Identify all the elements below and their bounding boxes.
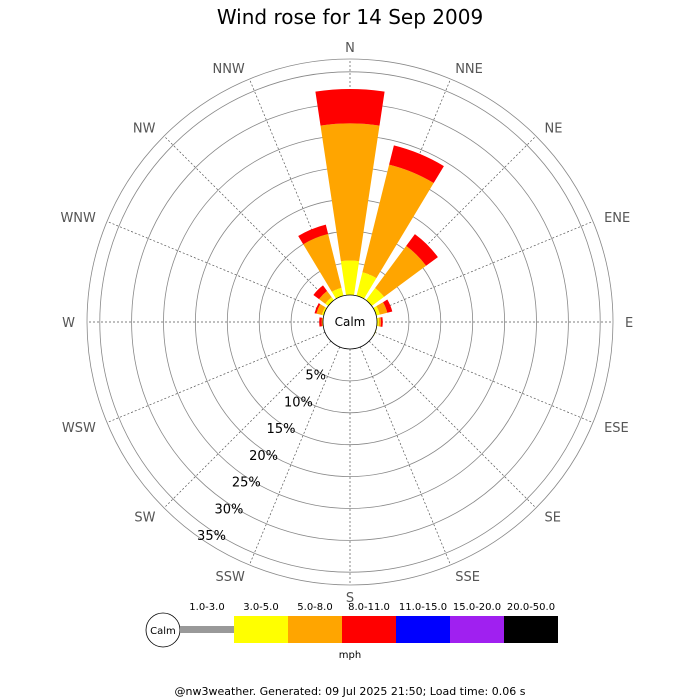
bar-ene-3.0-5.0 (373, 306, 380, 316)
bar-n-8.0-11.0 (315, 89, 385, 126)
direction-label-n: N (345, 41, 355, 56)
bar-n-3.0-5.0 (340, 260, 360, 296)
legend-label-11.0-15.0: 11.0-15.0 (399, 602, 447, 613)
legend-label-15.0-20.0: 15.0-20.0 (453, 602, 501, 613)
speed-legend: Calm 1.0-3.0 3.0-5.0 5.0-8.0 8.0-11.0 11.0-15… (145, 602, 558, 661)
bar-ne-8.0-11.0 (406, 234, 438, 266)
direction-label-nne: NNE (455, 62, 483, 77)
bar-ene-8.0-11.0 (383, 299, 393, 313)
legend-label-1.0-3.0: 1.0-3.0 (189, 602, 224, 613)
spoke-wnw (106, 221, 326, 313)
spoke-nne (359, 78, 451, 298)
ring-label-25: 25% (232, 476, 261, 491)
legend-label-5.0-8.0: 5.0-8.0 (297, 602, 332, 613)
spoke-nnw (249, 78, 341, 298)
direction-labels: N NNE NE ENE E ESE SE SSE S SSW SW WSW W WNW NW NNW (60, 41, 633, 606)
direction-label-ssw: SSW (215, 570, 245, 585)
direction-label-ne: NE (545, 122, 563, 137)
direction-label-sw: SW (134, 511, 155, 526)
direction-label-e: E (625, 316, 633, 331)
legend-swatch-8.0-11.0 (342, 616, 396, 643)
bar-ne-3.0-5.0 (366, 288, 384, 306)
bar-nne-5.0-8.0 (362, 164, 434, 279)
direction-label-wnw: WNW (60, 211, 96, 226)
legend-swatch-15.0-20.0 (450, 616, 504, 643)
calm-circle-shape (322, 294, 378, 350)
direction-label-w: W (62, 316, 75, 331)
bar-ene-5.0-8.0 (376, 302, 388, 315)
legend-label-20.0-50.0: 20.0-50.0 (507, 602, 555, 613)
footer-text: @nw3weather. Generated: 09 Jul 2025 21:5… (175, 685, 526, 698)
spoke-se (368, 340, 537, 509)
bar-wnw-3.0-5.0 (321, 307, 327, 316)
wind-bars (298, 89, 444, 337)
legend-label-8.0-11.0: 8.0-11.0 (348, 602, 390, 613)
bar-nnw-3.0-5.0 (331, 287, 344, 299)
spoke-ssw (249, 346, 341, 566)
ring-labels: 5% 10% 15% 20% 25% 30% 35% (197, 369, 326, 545)
bar-e-5.0-8.0 (378, 317, 381, 327)
legend-label-3.0-5.0: 3.0-5.0 (243, 602, 278, 613)
bar-wnw-5.0-8.0 (316, 304, 326, 315)
legend-unit: mph (339, 650, 361, 661)
ring-label-35: 35% (197, 529, 226, 544)
chart-title: Wind rose for 14 Sep 2009 (217, 5, 483, 29)
outer-ring (86, 58, 614, 586)
ring-label-15: 15% (267, 422, 296, 437)
spoke-nw (163, 135, 332, 304)
bar-nw-3.0-5.0 (325, 297, 334, 306)
direction-label-wsw: WSW (62, 421, 96, 436)
spoke-sse (359, 346, 451, 566)
spoke-sw (163, 340, 332, 509)
bar-nw-5.0-8.0 (319, 291, 332, 304)
ring-label-30: 30% (214, 503, 243, 518)
bar-ne-5.0-8.0 (375, 245, 427, 297)
bar-w-8.0-11.0 (319, 317, 322, 327)
ring-label-10: 10% (284, 396, 313, 411)
bar-nne-8.0-11.0 (389, 145, 444, 183)
legend-swatch-3.0-5.0 (234, 616, 288, 643)
bar-n-5.0-8.0 (320, 123, 380, 262)
spoke-ene (374, 221, 594, 313)
direction-label-nnw: NNW (212, 62, 244, 77)
direction-label-nw: NW (133, 122, 156, 137)
calm-circle: Calm (322, 294, 378, 350)
legend-swatch-20.0-50.0 (504, 616, 558, 643)
legend-swatch-1.0-3.0 (180, 626, 234, 633)
direction-label-ese: ESE (604, 421, 629, 436)
bar-e-8.0-11.0 (380, 317, 383, 327)
ring-label-20: 20% (249, 449, 278, 464)
spoke-wsw (106, 331, 326, 423)
direction-label-s: S (346, 591, 354, 606)
legend-swatch-5.0-8.0 (288, 616, 342, 643)
direction-label-se: SE (545, 511, 561, 526)
bar-nnw-5.0-8.0 (303, 233, 342, 292)
ring-label-5: 5% (305, 369, 326, 384)
grid-ring (99, 71, 601, 573)
bar-nnw-8.0-11.0 (298, 224, 329, 245)
direction-label-ene: ENE (604, 211, 630, 226)
direction-label-sse: SSE (455, 570, 480, 585)
bar-nw-8.0-11.0 (313, 285, 328, 300)
spoke-ese (374, 331, 594, 423)
legend-calm-label: Calm (150, 626, 176, 637)
spoke-ne (368, 135, 537, 304)
bar-wnw-8.0-11.0 (314, 303, 321, 314)
calm-label: Calm (335, 315, 366, 329)
bar-nne-3.0-5.0 (356, 272, 377, 299)
legend-swatch-11.0-15.0 (396, 616, 450, 643)
